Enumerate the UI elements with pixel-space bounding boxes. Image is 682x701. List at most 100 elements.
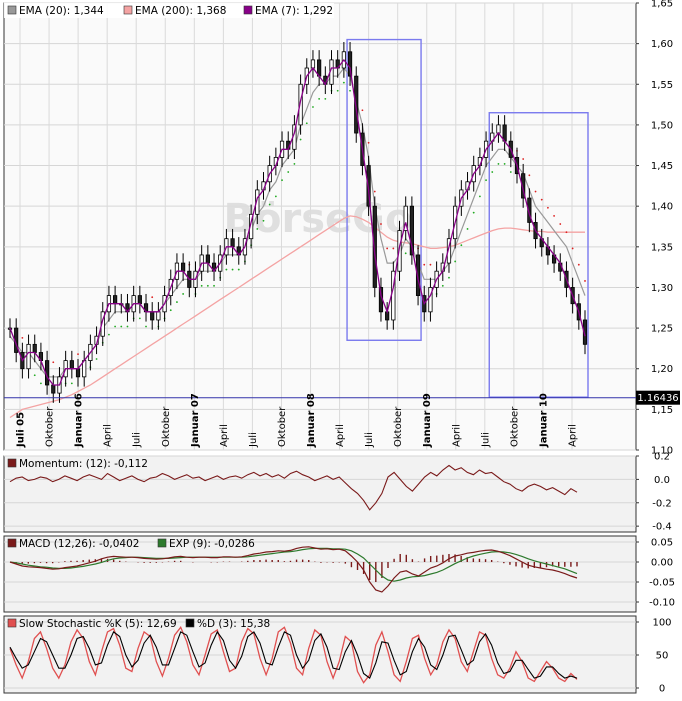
stoch-d-path xyxy=(9,630,578,679)
ema200-path xyxy=(9,215,585,419)
x-tick-label: Januar 06 xyxy=(74,393,85,448)
momentum-y-tick-label: -0.4 xyxy=(652,522,672,533)
candle-body xyxy=(496,124,501,134)
legend-swatch-d xyxy=(185,618,195,628)
price-y-tick-label: 1,45 xyxy=(651,161,673,172)
sar-dot xyxy=(145,325,147,328)
sar-dot xyxy=(33,374,36,377)
stochastic-y-tick-label: 100 xyxy=(652,618,671,629)
candle-body xyxy=(137,295,142,305)
sar-dot xyxy=(485,179,487,182)
sar-dot xyxy=(200,284,203,287)
sar-dot xyxy=(472,211,475,214)
candle-body xyxy=(582,319,588,345)
momentum-y-tick-label: 0.2 xyxy=(654,452,670,463)
price-y-tick-label: 1,30 xyxy=(651,283,673,294)
macd-grid xyxy=(4,541,636,603)
sar-dot xyxy=(565,231,568,234)
sar-dot xyxy=(528,174,531,177)
sar-dot xyxy=(324,98,327,100)
sar-dot xyxy=(540,198,543,201)
sar-dot xyxy=(571,247,574,250)
sar-dot xyxy=(256,228,259,230)
x-tick-label: Januar 10 xyxy=(538,393,549,448)
sar-dot xyxy=(386,247,389,250)
sar-dot xyxy=(423,263,426,266)
price-y-tick-label: 1,35 xyxy=(651,242,673,253)
legend-swatch-macd xyxy=(7,538,17,548)
price-y-tick-label: 1,15 xyxy=(651,405,673,416)
sar-dot xyxy=(404,252,407,255)
sar-dot xyxy=(52,361,55,364)
candle-body xyxy=(230,238,235,248)
candle-body xyxy=(415,254,421,296)
sar-dot xyxy=(206,284,209,287)
x-tick-label: Juli 05 xyxy=(16,412,27,448)
sar-dot xyxy=(151,296,154,299)
sar-dot xyxy=(522,158,525,160)
sar-dot xyxy=(497,163,500,165)
macd-path xyxy=(9,546,578,593)
price-y-tick-label: 1,20 xyxy=(651,364,673,375)
ema20-path xyxy=(9,67,586,378)
candle-body xyxy=(69,360,74,370)
legend-swatch-ema20 xyxy=(7,5,17,15)
ema200-line xyxy=(9,215,585,419)
price-y-tick-label: 1,25 xyxy=(651,324,673,335)
stochastic-grid xyxy=(4,621,636,689)
macd-histogram xyxy=(15,554,578,582)
sar-dot xyxy=(126,325,129,328)
x-tick-label: Juli xyxy=(248,432,259,448)
ema7-line xyxy=(9,58,586,386)
candle-body xyxy=(156,311,161,321)
sar-dot xyxy=(169,309,172,312)
candle-body xyxy=(150,311,155,321)
sar-dot xyxy=(577,263,580,266)
sar-dot xyxy=(361,109,364,112)
stochastic-y-tick-label: 0 xyxy=(659,684,665,695)
x-tick-label: Juli xyxy=(132,432,143,448)
sar-dot xyxy=(392,247,395,250)
sar-dot xyxy=(237,268,240,271)
x-tick-label: Oktober xyxy=(161,406,172,447)
x-tick-label: April xyxy=(451,424,462,447)
momentum-y-axis: 0.2 0.0 -0.2 -0.4 xyxy=(636,452,672,533)
sar-dot xyxy=(274,195,277,198)
sar-dot xyxy=(342,81,345,84)
sar-dot xyxy=(454,260,457,263)
sar-dot xyxy=(213,284,215,287)
sar-dot xyxy=(491,171,494,173)
x-tick-label: April xyxy=(335,424,346,447)
price-panel: BörseGo 1,101,151,201,251,301,351,401,45… xyxy=(3,0,680,457)
x-tick-label: Juli xyxy=(480,432,491,448)
x-tick-label: Oktober xyxy=(393,406,404,447)
sar-dot xyxy=(231,268,234,271)
sar-dot xyxy=(584,280,586,282)
sar-dot xyxy=(373,190,376,193)
legend-stoch-k: Slow Stochastic %K (5): 12,69 xyxy=(19,618,177,630)
sar-dot xyxy=(559,223,562,225)
momentum-grid xyxy=(4,455,636,527)
macd-y-tick-label: 0.00 xyxy=(651,558,673,569)
sar-dot xyxy=(534,190,537,193)
legend-ema7: EMA (7): 1,292 xyxy=(255,5,333,17)
x-tick-label: Januar 09 xyxy=(422,393,433,448)
sar-dot xyxy=(478,195,481,198)
candle-body xyxy=(521,173,526,199)
stochastic-y-tick-label: 50 xyxy=(656,651,669,662)
momentum-line xyxy=(9,464,578,511)
legend-swatch-exp xyxy=(157,538,167,548)
legend-swatch-momentum xyxy=(7,458,17,468)
price-y-tick-label: 1,55 xyxy=(651,80,673,91)
sar-dot xyxy=(268,203,271,206)
sar-dot xyxy=(460,244,463,247)
stochastic-y-axis: 100 50 0 xyxy=(636,618,672,695)
candle-body xyxy=(113,295,118,305)
sar-dot xyxy=(305,122,308,125)
sar-dot xyxy=(312,106,314,108)
x-tick-label: Januar 08 xyxy=(306,393,317,448)
price-y-axis: 1,10 1,15 1,20 1,25 1,30 1,35 1,40 1,45 1,50 1,55… xyxy=(636,0,673,457)
ema20-line xyxy=(9,67,586,378)
x-tick-label: April xyxy=(219,424,230,447)
